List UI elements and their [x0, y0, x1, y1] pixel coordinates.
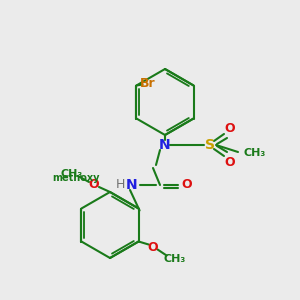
Text: O: O — [182, 178, 192, 191]
Text: CH₃: CH₃ — [61, 169, 83, 179]
Text: H: H — [115, 178, 125, 190]
Text: CH₃: CH₃ — [164, 254, 186, 265]
Text: O: O — [89, 178, 99, 190]
Text: CH₃: CH₃ — [244, 148, 266, 158]
Text: O: O — [147, 241, 158, 254]
Text: Br: Br — [140, 77, 155, 90]
Text: O: O — [225, 155, 235, 169]
Text: N: N — [159, 138, 171, 152]
Text: N: N — [126, 178, 138, 192]
Text: methoxy: methoxy — [52, 173, 100, 183]
Text: methoxy: methoxy — [0, 299, 1, 300]
Text: O: O — [225, 122, 235, 134]
Text: S: S — [205, 138, 215, 152]
